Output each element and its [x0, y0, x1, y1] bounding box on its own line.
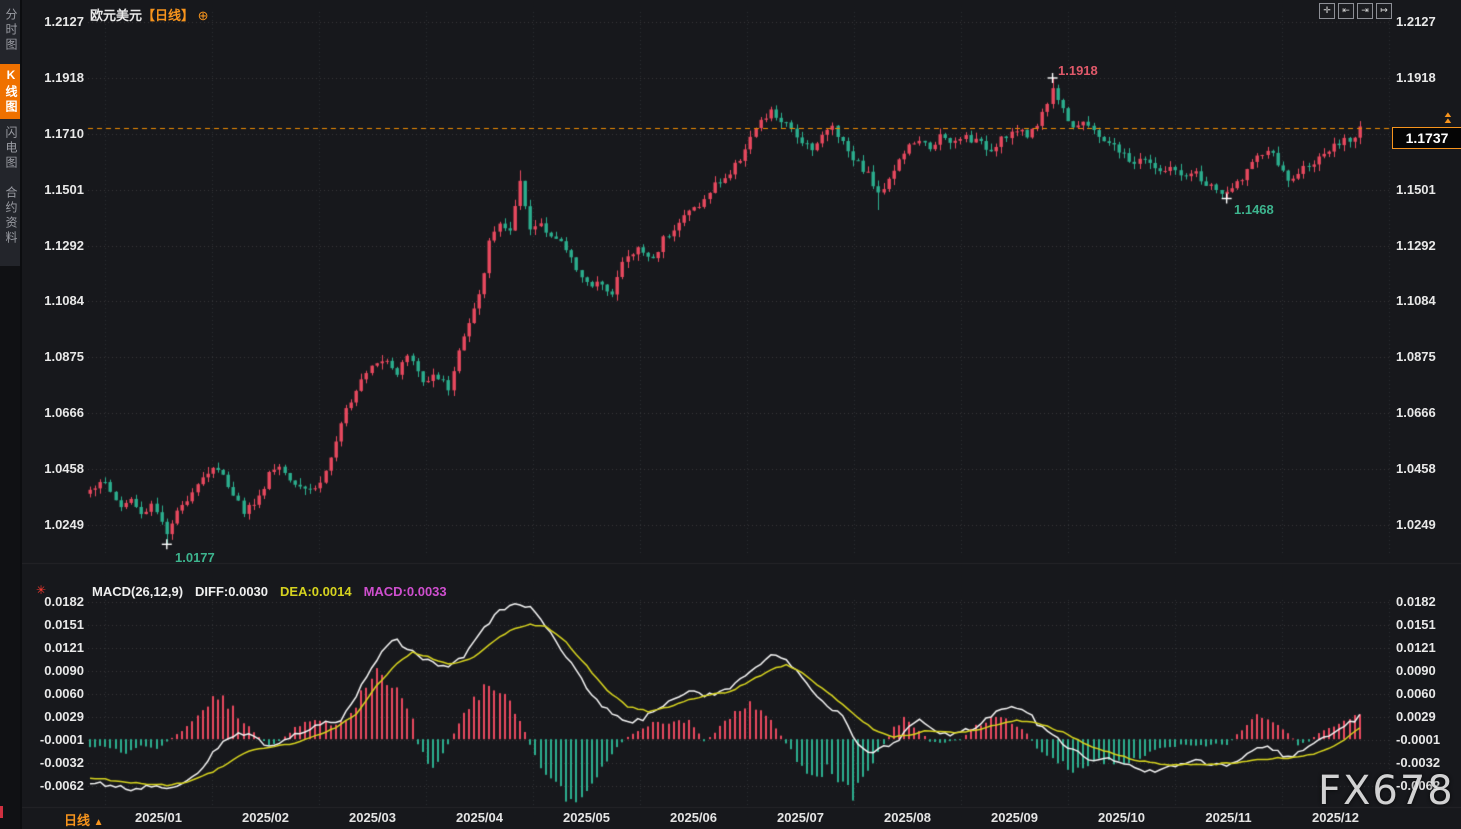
macd-axis-label-right: -0.0032 — [1396, 755, 1441, 770]
low-price-annotation: 1.0177 — [175, 550, 215, 565]
watermark: FX678 — [1318, 768, 1455, 814]
price-axis-label-left: 1.1084 — [44, 293, 84, 309]
caret-up-icon: ▲ — [1442, 110, 1454, 119]
macd-axis-label-right: 0.0121 — [1396, 640, 1436, 655]
x-axis-month-label: 2025/06 — [670, 810, 717, 825]
price-axis-label-right: 1.0458 — [1396, 461, 1436, 477]
period-tag: 【日线】 — [142, 8, 195, 23]
x-axis-month-label: 2025/11 — [1205, 810, 1252, 825]
macd-axis-label-left: -0.0001 — [39, 732, 84, 747]
macd-axis-label-left: 0.0029 — [44, 709, 84, 724]
x-axis-month-label: 2025/07 — [777, 810, 824, 825]
price-axis-label-left: 1.1501 — [44, 181, 84, 197]
scroll-to-latest-icon[interactable]: ▲ ▲ — [1442, 110, 1454, 125]
chart-toolbar: ✛ ⇤ ⇥ ↦ — [1319, 3, 1392, 19]
x-axis-month-label: 2025/10 — [1098, 810, 1145, 825]
indicator-settings-icon[interactable]: ✳ — [36, 583, 47, 597]
price-axis-label-left: 1.0875 — [44, 349, 84, 365]
macd-header: MACD(26,12,9) DIFF:0.0030 DEA:0.0014 MACD:0… — [92, 584, 447, 599]
x-axis-month-label: 2025/08 — [884, 810, 931, 825]
zoom-out-x-icon[interactable]: ⇥ — [1357, 3, 1373, 19]
price-axis-label-right: 1.1292 — [1396, 237, 1436, 253]
macd-dea-value: DEA:0.0014 — [280, 584, 352, 599]
period-arrow-icon: ▲ — [93, 817, 104, 828]
macd-axis-label-left: 0.0182 — [44, 594, 84, 609]
caret-up-icon: ▲ — [1442, 116, 1454, 125]
price-axis-label-left: 1.0458 — [44, 461, 84, 477]
sidebar-item-lightning-chart[interactable]: 闪电图 — [4, 126, 18, 171]
recent-low-price-annotation: 1.1468 — [1234, 202, 1274, 217]
period-label: 日线 — [64, 813, 91, 828]
x-axis-month-label: 2025/05 — [563, 810, 610, 825]
sidebar — [0, 0, 20, 829]
symbol-name: 欧元美元 — [90, 8, 143, 23]
macd-axis-label-right: 0.0151 — [1396, 617, 1436, 632]
price-axis-label-right: 1.2127 — [1396, 14, 1436, 29]
price-axis-label-left: 1.1292 — [44, 237, 84, 253]
pan-icon[interactable]: ✛ — [1319, 3, 1335, 19]
x-axis-month-label: 2025/04 — [456, 810, 503, 825]
period-selector[interactable]: 日线 ▲ — [64, 810, 104, 829]
macd-axis-label-left: 0.0121 — [44, 640, 84, 655]
zoom-in-x-icon[interactable]: ⇤ — [1338, 3, 1354, 19]
macd-bar-value: MACD:0.0033 — [363, 584, 447, 599]
macd-axis-label-left: -0.0062 — [39, 778, 84, 793]
corner-marker — [0, 806, 3, 818]
x-axis-month-label: 2025/12 — [1312, 810, 1359, 825]
sidebar-item-contract-info[interactable]: 合约资料 — [4, 186, 18, 246]
macd-axis-label-right: 0.0182 — [1396, 594, 1436, 609]
price-axis-label-left: 1.2127 — [44, 14, 84, 29]
macd-formula: MACD(26,12,9) — [92, 584, 184, 599]
price-axis-label-right: 1.1918 — [1396, 69, 1436, 85]
price-axis-label-right: 1.1084 — [1396, 293, 1436, 309]
macd-axis-label-left: 0.0090 — [44, 663, 84, 678]
last-price-tag: 1.1737 — [1392, 127, 1461, 149]
price-axis-label-left: 1.0249 — [44, 517, 84, 532]
x-axis-month-label: 2025/01 — [135, 810, 182, 825]
sidebar-item-kline-chart[interactable]: K线图 — [0, 64, 20, 119]
macd-axis-label-left: 0.0060 — [44, 686, 84, 701]
macd-axis-label-right: 0.0090 — [1396, 663, 1436, 678]
sidebar-item-time-chart[interactable]: 分时图 — [4, 8, 18, 53]
macd-diff-value: DIFF:0.0030 — [195, 584, 269, 599]
macd-axis-label-right: -0.0062 — [1396, 778, 1441, 793]
price-axis-label-right: 1.0249 — [1396, 517, 1436, 532]
jump-latest-icon[interactable]: ↦ — [1376, 3, 1392, 19]
price-axis-label-left: 1.0666 — [44, 405, 84, 421]
price-axis-label-right: 1.0875 — [1396, 349, 1436, 365]
macd-axis-label-left: 0.0151 — [44, 617, 84, 632]
macd-axis-label-right: 0.0029 — [1396, 709, 1436, 724]
macd-axis-label-right: 0.0060 — [1396, 686, 1436, 701]
x-axis-month-label: 2025/03 — [349, 810, 396, 825]
x-axis-month-label: 2025/09 — [991, 810, 1038, 825]
price-axis-label-left: 1.1918 — [44, 69, 84, 85]
price-axis-label-right: 1.0666 — [1396, 405, 1436, 421]
chart-title: 欧元美元【日线】 ⊕ — [90, 5, 209, 24]
high-price-annotation: 1.1918 — [1058, 63, 1098, 78]
price-axis-label-left: 1.1710 — [44, 125, 84, 141]
macd-axis-label-right: -0.0001 — [1396, 732, 1441, 747]
settings-icon[interactable]: ⊕ — [197, 8, 209, 23]
sidebar-divider — [20, 0, 22, 829]
x-axis-month-label: 2025/02 — [242, 810, 289, 825]
price-axis-label-right: 1.1501 — [1396, 181, 1436, 197]
macd-axis-label-left: -0.0032 — [39, 755, 84, 770]
